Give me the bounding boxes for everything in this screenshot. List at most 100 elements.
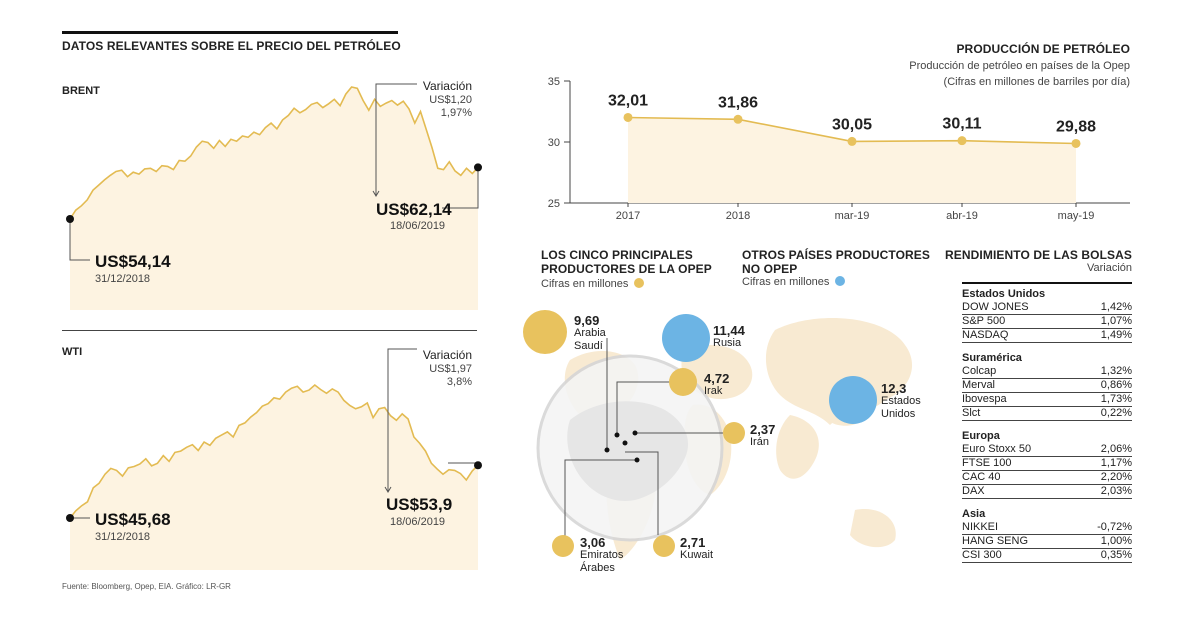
name-iran: Irán <box>750 436 769 448</box>
produccion-value-label-abr-19: 30,11 <box>942 116 981 133</box>
produccion-value-label-2017: 32,01 <box>608 92 648 109</box>
bolsas-subtitle: Variación <box>1086 262 1132 274</box>
opep-unit-label: Cifras en millones <box>541 278 629 290</box>
bolsas-index-name: HANG SENG <box>962 535 1029 547</box>
label-kuwait: 2,71 Kuwait <box>680 536 713 562</box>
wti-end-point <box>474 461 482 470</box>
produccion-subtitle-1: Producción de petróleo en países de la O… <box>909 60 1130 72</box>
bolsas-row: Euro Stoxx 50 2,06% <box>962 443 1132 457</box>
brent-end-date: 18/06/2019 <box>390 220 446 232</box>
produccion-value-label-may-19: 29,88 <box>1056 118 1096 135</box>
bolsas-index-value: 1,07% <box>1100 315 1132 327</box>
bolsas-index-name: NASDAQ <box>962 329 1009 341</box>
name-irak: Irak <box>704 385 723 397</box>
bolsas-group: Europa Euro Stoxx 50 2,06% FTSE 100 1,17% CAC… <box>962 430 1132 499</box>
brent-variacion-abs: US$1,20 <box>429 94 472 106</box>
leader-irak <box>616 381 670 435</box>
value-emiratos: 3,06 <box>580 535 606 550</box>
name-estados-unidos-2: Unidos <box>881 408 916 420</box>
bolsas-group: Asia NIKKEI -0,72% HANG SENG 1,00% CSI 300 0,3… <box>962 508 1132 563</box>
bolsas-index-name: NIKKEI <box>962 521 999 533</box>
bolsas-row: HANG SENG 1,00% <box>962 535 1132 549</box>
bubble-emiratos <box>552 535 574 557</box>
bolsas-index-value: 0,35% <box>1100 549 1132 561</box>
bolsas-row: CAC 40 2,20% <box>962 471 1132 485</box>
wti-variation-bracket <box>387 348 417 492</box>
bolsas-index-name: FTSE 100 <box>962 457 1012 469</box>
bolsas-group-name: Estados Unidos <box>962 288 1046 300</box>
opep-title-2: PRODUCTORES DE LA OPEP <box>541 262 712 276</box>
brent-line <box>69 86 479 220</box>
marker-emiratos <box>634 457 640 463</box>
wti-label: WTI <box>62 346 83 358</box>
produccion-value-label-2018: 31,86 <box>718 94 758 111</box>
main-title: DATOS RELEVANTES SOBRE EL PRECIO DEL PET… <box>62 39 401 53</box>
label-emiratos: 3,06 Emiratos Árabes <box>580 536 623 575</box>
produccion-value-label-mar-19: 30,05 <box>832 116 872 133</box>
bolsas-row: DAX 2,03% <box>962 485 1132 499</box>
bubble-rusia <box>662 314 710 362</box>
wti-variacion-pct: 3,8% <box>446 376 472 388</box>
bolsas-row: Merval 0,86% <box>962 379 1132 393</box>
bubble-iran <box>723 422 745 444</box>
bolsas-index-value: -0,72% <box>1097 521 1132 533</box>
produccion-xtick-label-2018: 2018 <box>726 210 750 222</box>
bolsas-row: NASDAQ 1,49% <box>962 329 1132 343</box>
bolsas-index-name: CAC 40 <box>962 471 1001 483</box>
produccion-xtick-label-mar-19: mar-19 <box>835 210 870 222</box>
bolsas-group-name: Suramérica <box>962 352 1022 364</box>
name-kuwait: Kuwait <box>680 549 714 561</box>
name-arabia-1: Arabia <box>574 327 606 339</box>
produccion-subtitle-2: (Cifras en millones de barriles por día) <box>943 76 1130 88</box>
brent-variacion-label: Variación <box>422 79 472 93</box>
produccion-xtick-label-2017: 2017 <box>616 210 640 222</box>
brent-label: BRENT <box>62 85 100 97</box>
brent-start-point <box>66 215 74 223</box>
bolsas-index-value: 1,17% <box>1100 457 1132 469</box>
value-arabia: 9,69 <box>574 313 600 328</box>
bolsas-title: RENDIMIENTO DE LAS BOLSAS <box>945 248 1132 262</box>
wti-line <box>69 383 479 519</box>
value-estados-unidos: 12,3 <box>881 381 907 396</box>
value-kuwait: 2,71 <box>680 535 706 550</box>
bolsas-index-value: 2,03% <box>1100 485 1132 497</box>
value-irak: 4,72 <box>704 371 730 386</box>
bolsas-index-name: Ibovespa <box>962 393 1007 405</box>
value-iran: 2,37 <box>750 422 776 437</box>
bolsas-row: FTSE 100 1,17% <box>962 457 1132 471</box>
bolsas-index-value: 1,00% <box>1100 535 1132 547</box>
bolsas-index-value: 1,49% <box>1100 329 1132 341</box>
bolsas-index-name: Colcap <box>962 365 997 377</box>
bolsas-row: Colcap 1,32% <box>962 365 1132 379</box>
wti-chart <box>66 348 482 570</box>
bolsas-row: DOW JONES 1,42% <box>962 301 1132 315</box>
produccion-ytick-label-30: 30 <box>548 137 560 149</box>
name-rusia: Rusia <box>713 337 742 349</box>
bolsas-index-name: Merval <box>962 379 996 391</box>
gold-legend-dot <box>634 278 645 288</box>
opep-title-1: LOS CINCO PRINCIPALES <box>541 248 693 262</box>
produccion-title: PRODUCCIÓN DE PETRÓLEO <box>956 42 1130 56</box>
brent-end-point <box>474 163 482 172</box>
brent-arrow-head <box>372 190 380 197</box>
no-opep-unit-label: Cifras en millones <box>742 276 830 288</box>
brent-variation-bracket <box>375 83 417 196</box>
produccion-xtick-label-may-19: may-19 <box>1058 210 1095 222</box>
produccion-chart: 25 30 35 32,01 2017 31,86 2018 30,05 mar-19 30,11… <box>548 76 1130 222</box>
bolsas-index-value: 1,42% <box>1100 301 1132 313</box>
bolsas-group: Estados Unidos DOW JONES 1,42% S&P 500 1,07%… <box>962 288 1132 343</box>
bubble-kuwait <box>653 535 675 557</box>
bolsas-row: NIKKEI -0,72% <box>962 521 1132 535</box>
marker-arabia <box>604 447 610 453</box>
bolsas-index-value: 2,06% <box>1100 443 1132 455</box>
bolsas-index-name: CSI 300 <box>962 549 1002 561</box>
bolsas-index-value: 1,73% <box>1100 393 1132 405</box>
label-estados-unidos: 12,3 Estados Unidos <box>881 382 921 421</box>
bolsas-row: Ibovespa 1,73% <box>962 393 1132 407</box>
label-rusia: 11,44 Rusia <box>713 324 745 350</box>
wti-start-value: US$45,68 <box>95 510 171 529</box>
opep-unit: Cifras en millones <box>541 278 645 290</box>
leader-lines <box>564 338 723 540</box>
produccion-point-2017 <box>623 112 633 122</box>
wti-end-leader <box>448 462 479 466</box>
